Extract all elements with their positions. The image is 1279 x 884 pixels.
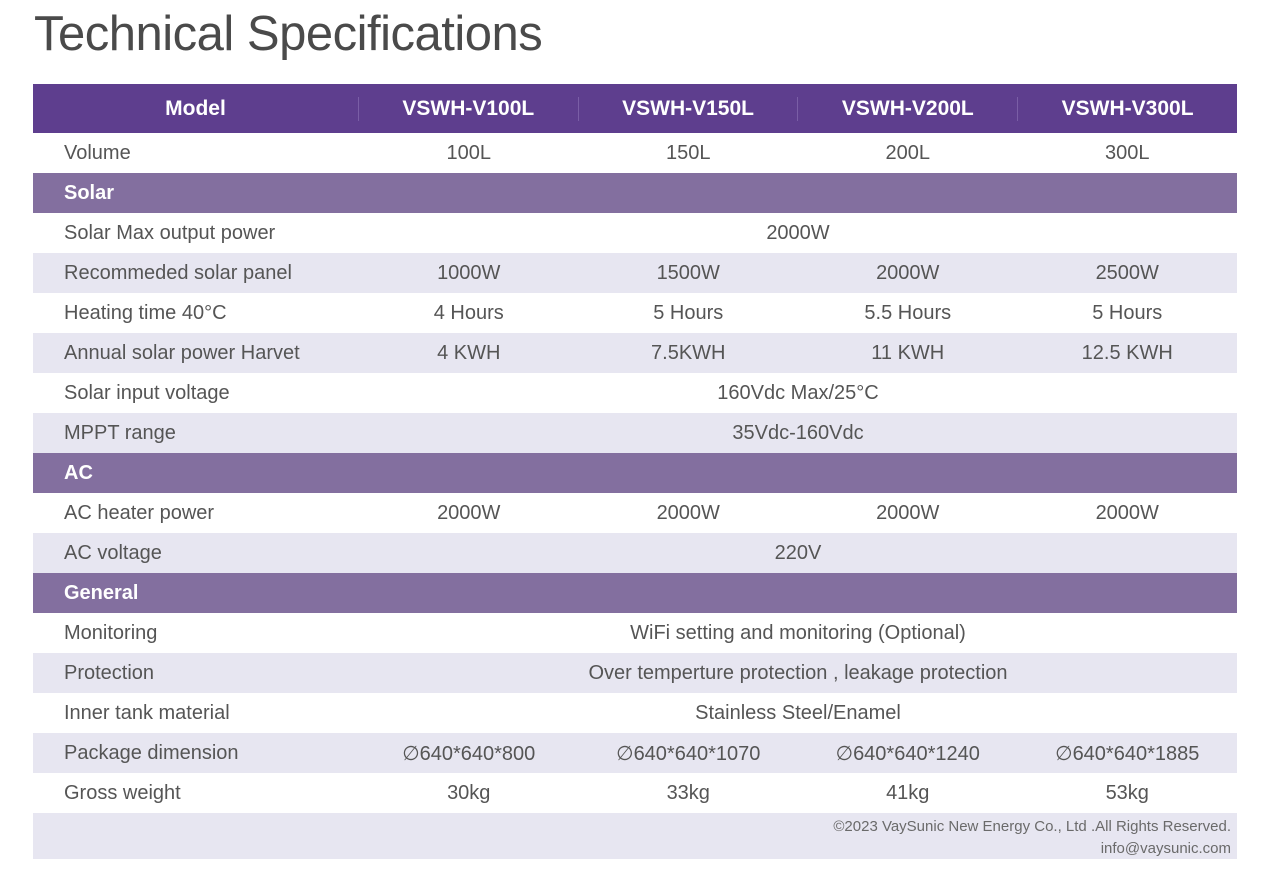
row-value: ∅640*640*1885 (1055, 742, 1200, 765)
row-label: Recommeded solar panel (64, 261, 292, 284)
row-value: 4 Hours (433, 301, 504, 324)
footer-text: ©2023 VaySunic New Energy Co., Ltd .All … (833, 816, 1231, 860)
table-row-protection: Protection Over temperture protection , … (33, 653, 1237, 693)
row-label: Volume (64, 141, 131, 164)
section-header-ac: AC (33, 453, 1237, 493)
row-value: 5 Hours (653, 301, 724, 324)
row-value: 2000W (876, 501, 940, 524)
row-value: 30kg (447, 781, 491, 804)
row-value: 5.5 Hours (864, 301, 952, 324)
model-header-label: Model (165, 96, 226, 120)
row-value: 2000W (766, 221, 830, 244)
row-value: 2000W (437, 501, 501, 524)
table-row-recommended-panel: Recommeded solar panel 1000W 1500W 2000W… (33, 253, 1237, 293)
row-value: 5 Hours (1092, 301, 1163, 324)
section-label: AC (64, 461, 93, 484)
row-value: 33kg (666, 781, 710, 804)
row-value: ∅640*640*1240 (835, 742, 980, 765)
row-label: Inner tank material (64, 701, 230, 724)
section-header-general: General (33, 573, 1237, 613)
row-value: Stainless Steel/Enamel (695, 701, 901, 724)
row-value: 12.5 KWH (1081, 341, 1173, 364)
table-row-ac-voltage: AC voltage 220V (33, 533, 1237, 573)
page-title: Technical Specifications (34, 7, 543, 61)
row-label: MPPT range (64, 421, 176, 444)
row-value: 100L (446, 141, 492, 164)
model-header-cell: VSWH-V300L (1017, 96, 1237, 121)
row-value: 2500W (1095, 261, 1159, 284)
table-header-row: Model VSWH-V100L VSWH-V150L VSWH-V200L V… (33, 84, 1237, 133)
row-value: 150L (666, 141, 711, 164)
row-label: Package dimension (64, 741, 239, 764)
row-label: Monitoring (64, 621, 158, 644)
row-value: 53kg (1105, 781, 1149, 804)
row-label: Solar Max output power (64, 221, 276, 244)
section-label: Solar (64, 181, 115, 204)
table-footer: ©2023 VaySunic New Energy Co., Ltd .All … (33, 813, 1237, 859)
table-row-volume: Volume 100L 150L 200L 300L (33, 133, 1237, 173)
table-row-solar-max-output: Solar Max output power 2000W (33, 213, 1237, 253)
row-value: 11 KWH (871, 341, 945, 364)
row-value: 1500W (656, 261, 720, 284)
row-label: AC voltage (64, 541, 162, 564)
table-row-annual-harvest: Annual solar power Harvet 4 KWH 7.5KWH 1… (33, 333, 1237, 373)
row-value: 4 KWH (437, 341, 501, 364)
table-row-package-dimension: Package dimension ∅640*640*800 ∅640*640*… (33, 733, 1237, 773)
row-label: Gross weight (64, 781, 181, 804)
row-value: 220V (774, 541, 822, 564)
row-label: AC heater power (64, 501, 215, 524)
row-value: 300L (1105, 141, 1150, 164)
model-header-cell: VSWH-V100L (357, 96, 578, 121)
model-header-cell: VSWH-V150L (577, 96, 798, 121)
row-label: Protection (64, 661, 155, 684)
section-label: General (64, 581, 139, 604)
table-row-inner-tank: Inner tank material Stainless Steel/Enam… (33, 693, 1237, 733)
row-value: Over temperture protection , leakage pro… (588, 661, 1008, 684)
row-label: Annual solar power Harvet (64, 341, 300, 364)
table-row-ac-heater-power: AC heater power 2000W 2000W 2000W 2000W (33, 493, 1237, 533)
row-value: 41kg (886, 781, 930, 804)
row-value: WiFi setting and monitoring (Optional) (630, 621, 966, 644)
row-value: 200L (885, 141, 931, 164)
row-value: 1000W (437, 261, 501, 284)
row-value: ∅640*640*800 (402, 742, 536, 765)
table-row-monitoring: Monitoring WiFi setting and monitoring (… (33, 613, 1237, 653)
row-value: 2000W (1095, 501, 1159, 524)
table-row-heating-time: Heating time 40°C 4 Hours 5 Hours 5.5 Ho… (33, 293, 1237, 333)
row-value: 35Vdc-160Vdc (732, 421, 864, 444)
row-label: Heating time 40°C (64, 301, 227, 324)
row-label: Solar input voltage (64, 381, 230, 404)
table-row-gross-weight: Gross weight 30kg 33kg 41kg 53kg (33, 773, 1237, 813)
row-value: 7.5KWH (651, 341, 726, 364)
section-header-solar: Solar (33, 173, 1237, 213)
row-value: ∅640*640*1070 (616, 742, 761, 765)
contact-email: info@vaysunic.com (1100, 840, 1231, 857)
table-row-mppt-range: MPPT range 35Vdc-160Vdc (33, 413, 1237, 453)
row-value: 160Vdc Max/25°C (717, 381, 879, 404)
model-header-cell: VSWH-V200L (797, 96, 1017, 121)
row-value: 2000W (656, 501, 720, 524)
table-row-solar-input-voltage: Solar input voltage 160Vdc Max/25°C (33, 373, 1237, 413)
copyright-text: ©2023 VaySunic New Energy Co., Ltd .All … (833, 818, 1231, 835)
spec-table: Model VSWH-V100L VSWH-V150L VSWH-V200L V… (33, 84, 1237, 859)
row-value: 2000W (876, 261, 940, 284)
